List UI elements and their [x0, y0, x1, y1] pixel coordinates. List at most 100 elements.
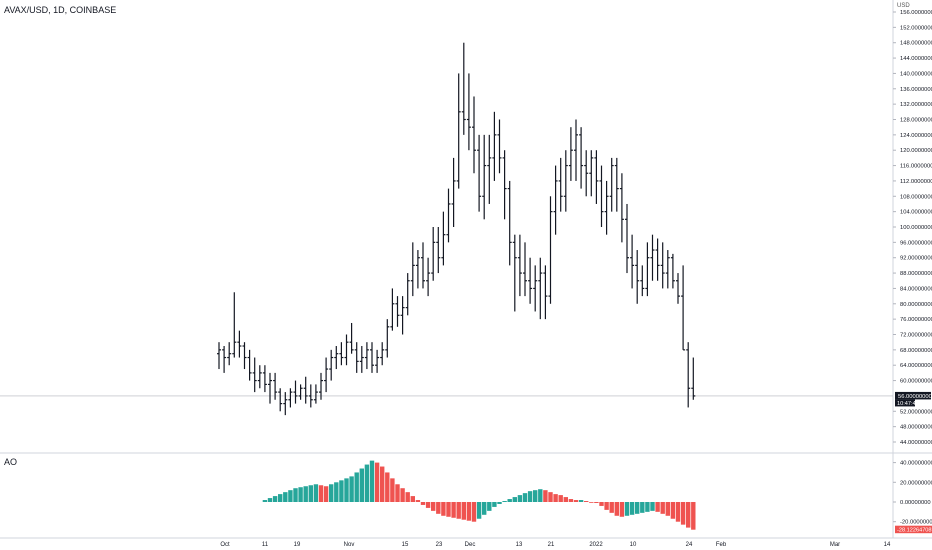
ao-bar	[323, 486, 329, 502]
ohlc-bar	[635, 250, 640, 304]
price-tick-label: 84.00000000	[900, 286, 932, 292]
currency-label: USD	[897, 3, 910, 9]
ohlc-bar	[349, 322, 354, 354]
ao-bar	[278, 494, 283, 502]
ohlc-bar	[395, 296, 400, 327]
ao-bar	[334, 482, 339, 502]
ao-bar	[308, 485, 313, 502]
ao-bar	[431, 502, 436, 511]
ao-bar	[589, 502, 594, 503]
ohlc-bar	[523, 242, 527, 297]
ao-bar	[517, 495, 523, 502]
ohlc-bar	[278, 388, 283, 412]
ohlc-bar	[242, 342, 247, 370]
ao-bar	[359, 468, 364, 502]
ohlc-bar	[415, 250, 420, 289]
ohlc-bar	[268, 372, 272, 404]
ao-bar	[380, 466, 385, 502]
price-tick-label: 92.00000000	[900, 256, 932, 262]
ohlc-bar	[319, 372, 323, 400]
ohlc-bar	[533, 265, 538, 312]
price-tick-label: 76.00000000	[900, 317, 932, 323]
ao-tick-label: 20.00000000	[900, 480, 932, 486]
ao-bar	[405, 492, 410, 502]
ohlc-bar	[410, 242, 415, 297]
ohlc-bar	[563, 150, 568, 212]
price-tick-label: 104.00000000	[900, 210, 932, 216]
ohlc-bar	[477, 134, 482, 212]
ohlc-bar	[579, 127, 584, 189]
ohlc-bar	[329, 349, 334, 381]
ao-bar	[665, 502, 670, 516]
ohlc-bar	[456, 73, 461, 189]
ohlc-bar	[380, 342, 385, 366]
ohlc-bar	[574, 119, 578, 181]
ohlc-bar	[227, 342, 232, 366]
ohlc-bar	[324, 357, 329, 393]
ohlc-bar	[262, 365, 267, 393]
ao-bar	[599, 502, 604, 506]
ao-bar	[400, 488, 405, 502]
ohlc-bar	[665, 250, 670, 289]
ao-tick-label: -20.00000000	[900, 520, 932, 526]
ohlc-bar	[502, 150, 507, 220]
ao-bar	[461, 502, 466, 520]
ohlc-bar	[339, 342, 344, 366]
ao-bar	[390, 478, 395, 502]
time-tick-label: 14	[884, 542, 891, 548]
ao-bar	[624, 502, 630, 516]
ao-bar	[395, 484, 400, 502]
ohlc-bar	[421, 242, 425, 289]
time-tick-label: Mar	[830, 542, 840, 548]
ao-bar	[420, 502, 426, 505]
ao-bar	[446, 502, 451, 517]
ohlc-bar	[466, 73, 471, 151]
ohlc-bar	[645, 242, 650, 297]
ohlc-bar	[461, 42, 466, 135]
ao-panel-label: AO	[4, 457, 18, 467]
ohlc-bar	[257, 365, 262, 389]
time-tick-label: Oct	[220, 542, 230, 548]
ohlc-bar	[222, 346, 227, 373]
ohlc-bar	[497, 119, 502, 174]
ao-bar	[558, 495, 563, 502]
ohlc-bar	[451, 157, 456, 227]
price-tick-label: 144.00000000	[900, 56, 932, 62]
ao-bar	[385, 472, 390, 502]
ao-bar	[502, 501, 507, 502]
ohlc-bar	[252, 357, 257, 393]
ao-bar	[318, 485, 324, 502]
price-tick-label: 132.00000000	[900, 102, 932, 108]
ao-current-tag-label: -28.12264708	[897, 528, 932, 534]
ao-bar	[344, 478, 349, 502]
ohlc-bar	[441, 211, 446, 266]
time-tick-label: 23	[436, 542, 443, 548]
price-tick-label: 60.00000000	[900, 379, 932, 385]
ohlc-bar	[492, 111, 497, 181]
ao-bar	[640, 502, 645, 513]
ao-tick-label: 40.00000000	[900, 461, 932, 467]
time-tick-label: 2022	[589, 542, 603, 548]
ao-bar	[691, 502, 696, 530]
ohlc-bar	[303, 376, 308, 404]
ohlc-bar	[558, 157, 563, 212]
ao-bar	[293, 488, 298, 502]
time-tick-label: Feb	[716, 542, 727, 548]
price-tick-label: 80.00000000	[900, 302, 932, 308]
ao-bar	[476, 502, 482, 519]
ao-bar	[660, 502, 665, 514]
ohlc-bar	[604, 180, 609, 235]
time-tick-label: 21	[548, 542, 555, 548]
price-tick-label: 48.00000000	[900, 425, 932, 431]
ohlc-bar	[400, 296, 405, 335]
ohlc-bar	[313, 384, 318, 404]
ohlc-bar	[385, 319, 390, 358]
ao-bar	[680, 502, 686, 525]
ohlc-bar	[599, 165, 604, 227]
ohlc-bar	[217, 342, 221, 370]
ohlc-bar	[691, 357, 696, 400]
price-tick-label: 96.00000000	[900, 240, 932, 246]
ohlc-bar	[405, 273, 410, 316]
